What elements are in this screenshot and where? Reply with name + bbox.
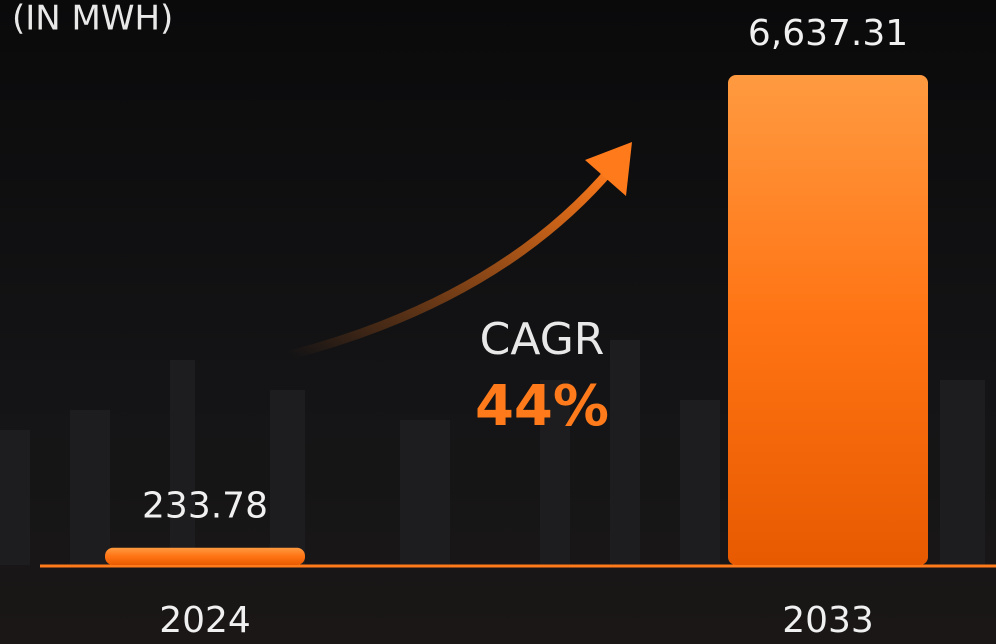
bar [728, 75, 928, 565]
chart-title: (IN MWH) [12, 0, 173, 39]
bar [105, 547, 305, 565]
growth-arrow [285, 163, 617, 360]
annotation: 44% [475, 374, 609, 439]
x-tick-label: 2033 [782, 600, 874, 641]
skyline [0, 340, 985, 565]
x-tick-label: 2024 [159, 600, 251, 641]
value-label: 6,637.31 [748, 13, 908, 54]
arrow-head [585, 142, 632, 196]
annotation: CAGR [480, 314, 605, 365]
value-label: 233.78 [142, 486, 268, 527]
